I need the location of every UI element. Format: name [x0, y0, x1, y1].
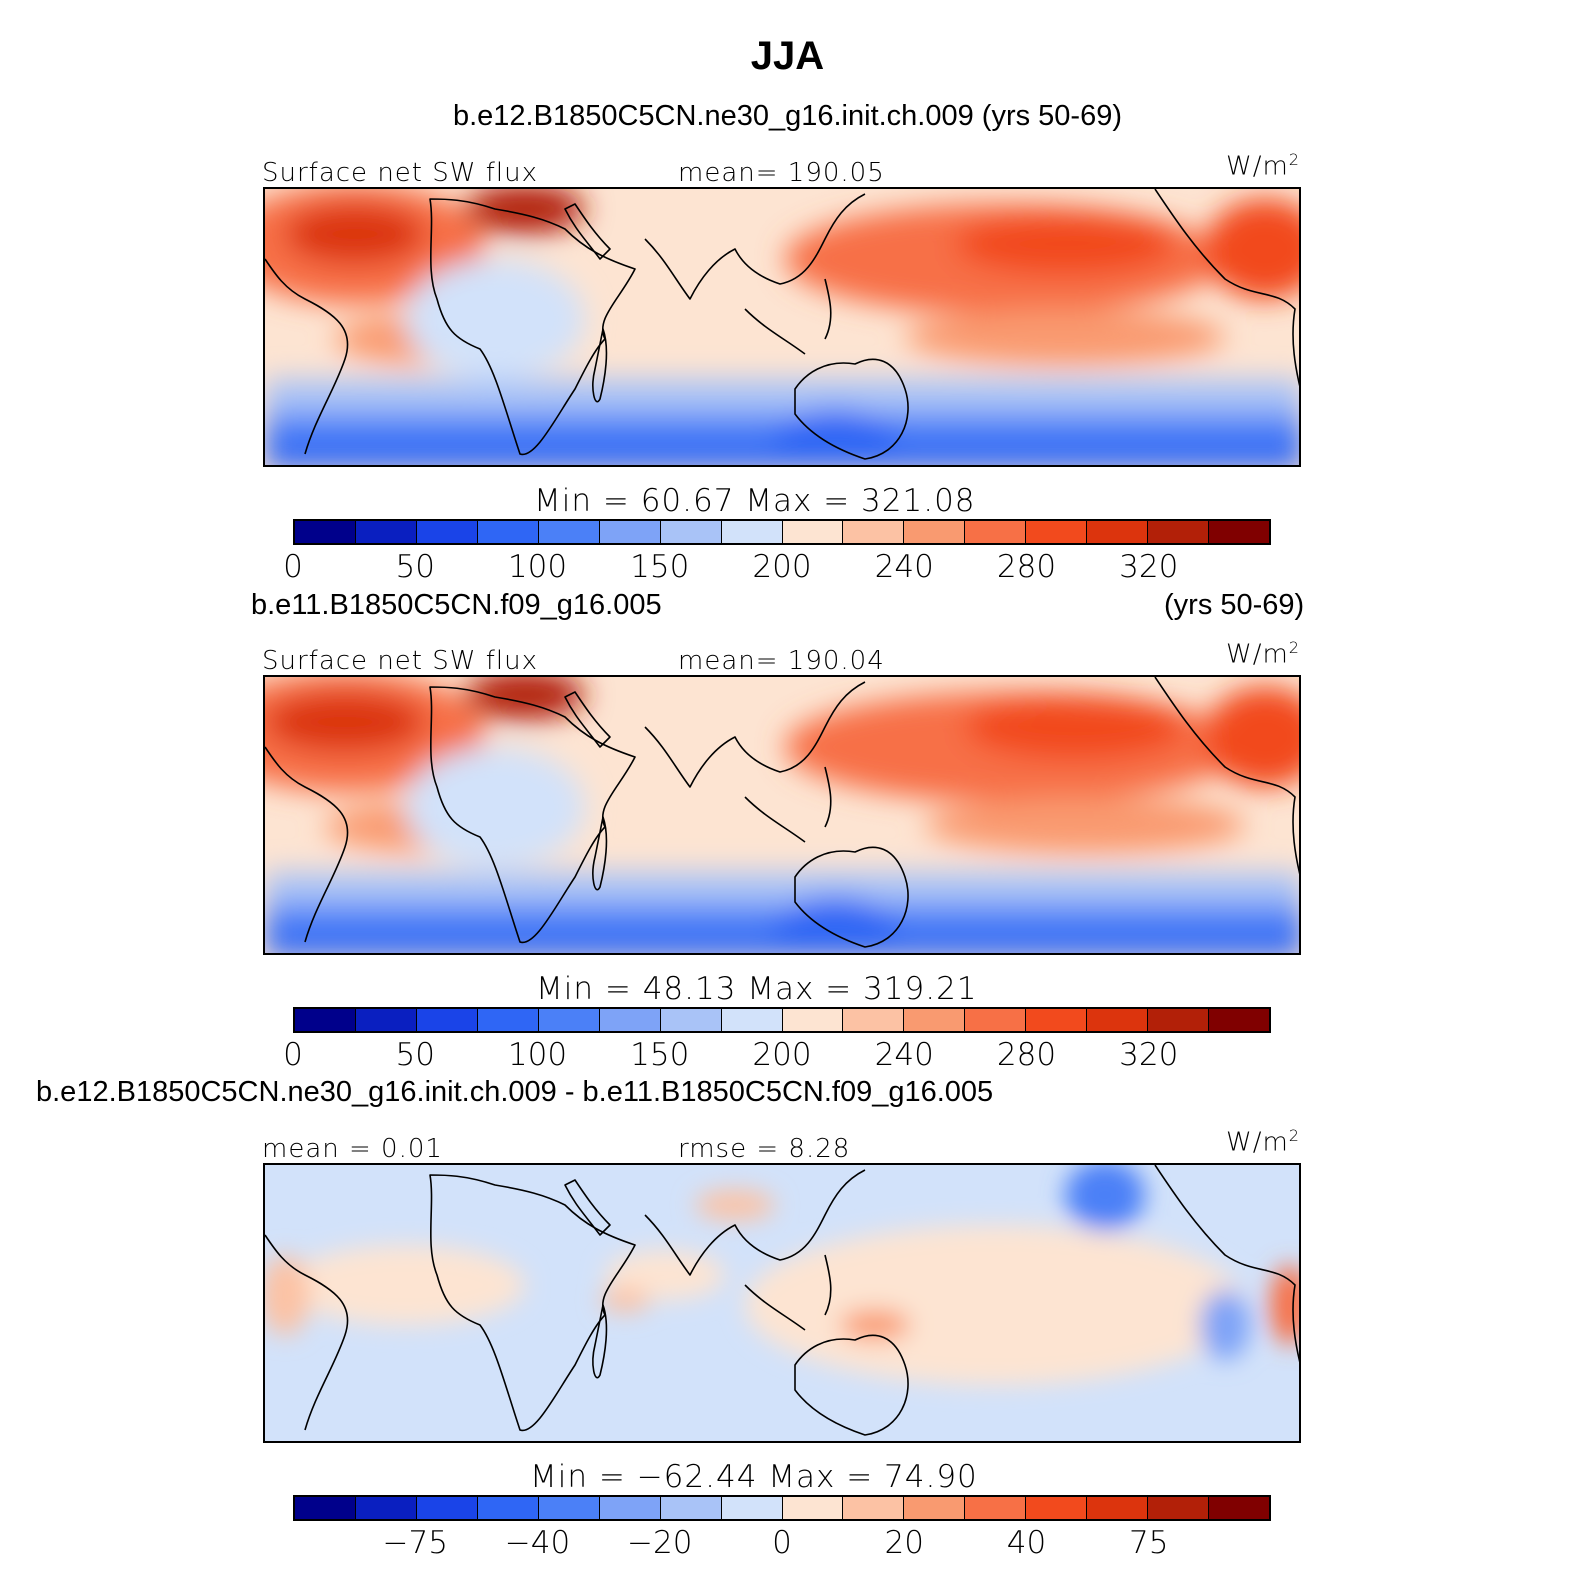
- colorbar-swatch: [355, 1497, 417, 1519]
- colorbar-swatch: [538, 1009, 600, 1031]
- colorbar-swatch: [1209, 1009, 1269, 1031]
- panel2-colorbar: [293, 1007, 1271, 1033]
- colorbar-tick-label: 20: [884, 1525, 924, 1561]
- colorbar-tick-label: 100: [507, 1037, 568, 1073]
- colorbar-swatch: [538, 1497, 600, 1519]
- colorbar-tick-label: 0: [283, 549, 303, 585]
- colorbar-tick-label: 100: [507, 549, 568, 585]
- colorbar-tick-label: 0: [283, 1037, 303, 1073]
- colorbar-tick-label: 75: [1129, 1525, 1169, 1561]
- panel2-mean-label: mean= 190.04: [678, 646, 885, 676]
- colorbar-swatch: [1026, 1009, 1088, 1031]
- colorbar-swatch: [1148, 1497, 1210, 1519]
- colorbar-swatch: [1026, 521, 1088, 543]
- colorbar-tick-label: 40: [1006, 1525, 1047, 1561]
- colorbar-swatch: [1148, 521, 1210, 543]
- colorbar-swatch: [904, 1009, 966, 1031]
- panel1-colorbar: [293, 519, 1271, 545]
- colorbar-swatch: [599, 1009, 661, 1031]
- colorbar-swatch: [416, 1009, 478, 1031]
- colorbar-swatch: [1148, 1009, 1210, 1031]
- panel1-min-max: Min = 60.67 Max = 321.08: [534, 483, 976, 519]
- colorbar-swatch: [416, 1497, 478, 1519]
- colorbar-swatch: [660, 1009, 722, 1031]
- panel2-years: (yrs 50-69): [1164, 589, 1305, 621]
- panel1-map-svg: [265, 189, 1299, 465]
- colorbar-tick-label: 50: [395, 549, 435, 585]
- colorbar-swatch: [721, 1497, 783, 1519]
- colorbar-swatch: [477, 1497, 539, 1519]
- panel3-map-svg: [265, 1165, 1299, 1441]
- colorbar-swatch: [355, 1009, 417, 1031]
- panel1-variable-label: Surface net SW flux: [262, 158, 538, 188]
- colorbar-swatch: [965, 521, 1027, 543]
- panel3-case-title: b.e12.B1850C5CN.ne30_g16.init.ch.009 - b…: [36, 1076, 994, 1108]
- colorbar-tick-label: −20: [627, 1525, 693, 1561]
- panel1-unit-label: W/m2: [1226, 150, 1300, 182]
- panel3-unit-label: W/m2: [1226, 1126, 1300, 1158]
- colorbar-tick-label: 200: [752, 549, 812, 585]
- colorbar-swatch: [721, 1009, 783, 1031]
- colorbar-swatch: [1209, 1497, 1269, 1519]
- colorbar-swatch: [599, 521, 661, 543]
- colorbar-tick-label: 320: [1119, 549, 1179, 585]
- colorbar-tick-label: 50: [395, 1037, 435, 1073]
- colorbar-swatch: [660, 521, 722, 543]
- colorbar-swatch: [538, 521, 600, 543]
- colorbar-tick-label: 240: [874, 1037, 934, 1073]
- colorbar-swatch: [295, 521, 356, 543]
- panel3-map: [263, 1163, 1301, 1443]
- colorbar-swatch: [782, 1009, 844, 1031]
- colorbar-swatch: [660, 1497, 722, 1519]
- panel2-map: [263, 675, 1301, 955]
- colorbar-tick-label: 280: [996, 549, 1057, 585]
- colorbar-swatch: [1026, 1497, 1088, 1519]
- colorbar-swatch: [965, 1497, 1027, 1519]
- colorbar-tick-label: 200: [752, 1037, 812, 1073]
- colorbar-swatch: [904, 521, 966, 543]
- panel1-case-title: b.e12.B1850C5CN.ne30_g16.init.ch.009 (yr…: [452, 100, 1123, 132]
- colorbar-swatch: [843, 521, 905, 543]
- colorbar-swatch: [355, 521, 417, 543]
- colorbar-tick-label: 150: [630, 549, 690, 585]
- colorbar-tick-label: 280: [996, 1037, 1057, 1073]
- panel2-min-max: Min = 48.13 Max = 319.21: [536, 971, 978, 1007]
- colorbar-tick-label: −75: [382, 1525, 448, 1561]
- colorbar-swatch: [904, 1497, 966, 1519]
- colorbar-tick-label: 320: [1119, 1037, 1179, 1073]
- colorbar-swatch: [477, 1009, 539, 1031]
- colorbar-tick-label: −40: [504, 1525, 571, 1561]
- panel2-case-title: b.e11.B1850C5CN.f09_g16.005: [251, 589, 662, 621]
- panel3-rmse-label: rmse = 8.28: [678, 1134, 851, 1164]
- colorbar-swatch: [843, 1009, 905, 1031]
- figure-title: JJA: [750, 34, 825, 78]
- colorbar-swatch: [843, 1497, 905, 1519]
- colorbar-swatch: [295, 1497, 356, 1519]
- colorbar-swatch: [782, 1497, 844, 1519]
- colorbar-swatch: [1087, 1497, 1149, 1519]
- colorbar-swatch: [477, 521, 539, 543]
- colorbar-swatch: [1087, 521, 1149, 543]
- panel2-map-svg: [265, 677, 1299, 953]
- panel3-mean-label: mean = 0.01: [262, 1134, 443, 1164]
- panel3-colorbar: [293, 1495, 1271, 1521]
- colorbar-swatch: [295, 1009, 356, 1031]
- panel1-map: [263, 187, 1301, 467]
- panel3-min-max: Min = −62.44 Max = 74.90: [530, 1459, 978, 1495]
- colorbar-tick-label: 240: [874, 549, 934, 585]
- colorbar-swatch: [721, 521, 783, 543]
- colorbar-tick-label: 0: [772, 1525, 792, 1561]
- colorbar-swatch: [416, 521, 478, 543]
- colorbar-swatch: [965, 1009, 1027, 1031]
- colorbar-swatch: [599, 1497, 661, 1519]
- panel1-mean-label: mean= 190.05: [678, 158, 885, 188]
- colorbar-tick-label: 150: [630, 1037, 690, 1073]
- colorbar-swatch: [782, 521, 844, 543]
- colorbar-swatch: [1209, 521, 1269, 543]
- panel2-unit-label: W/m2: [1226, 638, 1300, 670]
- colorbar-swatch: [1087, 1009, 1149, 1031]
- panel2-variable-label: Surface net SW flux: [262, 646, 538, 676]
